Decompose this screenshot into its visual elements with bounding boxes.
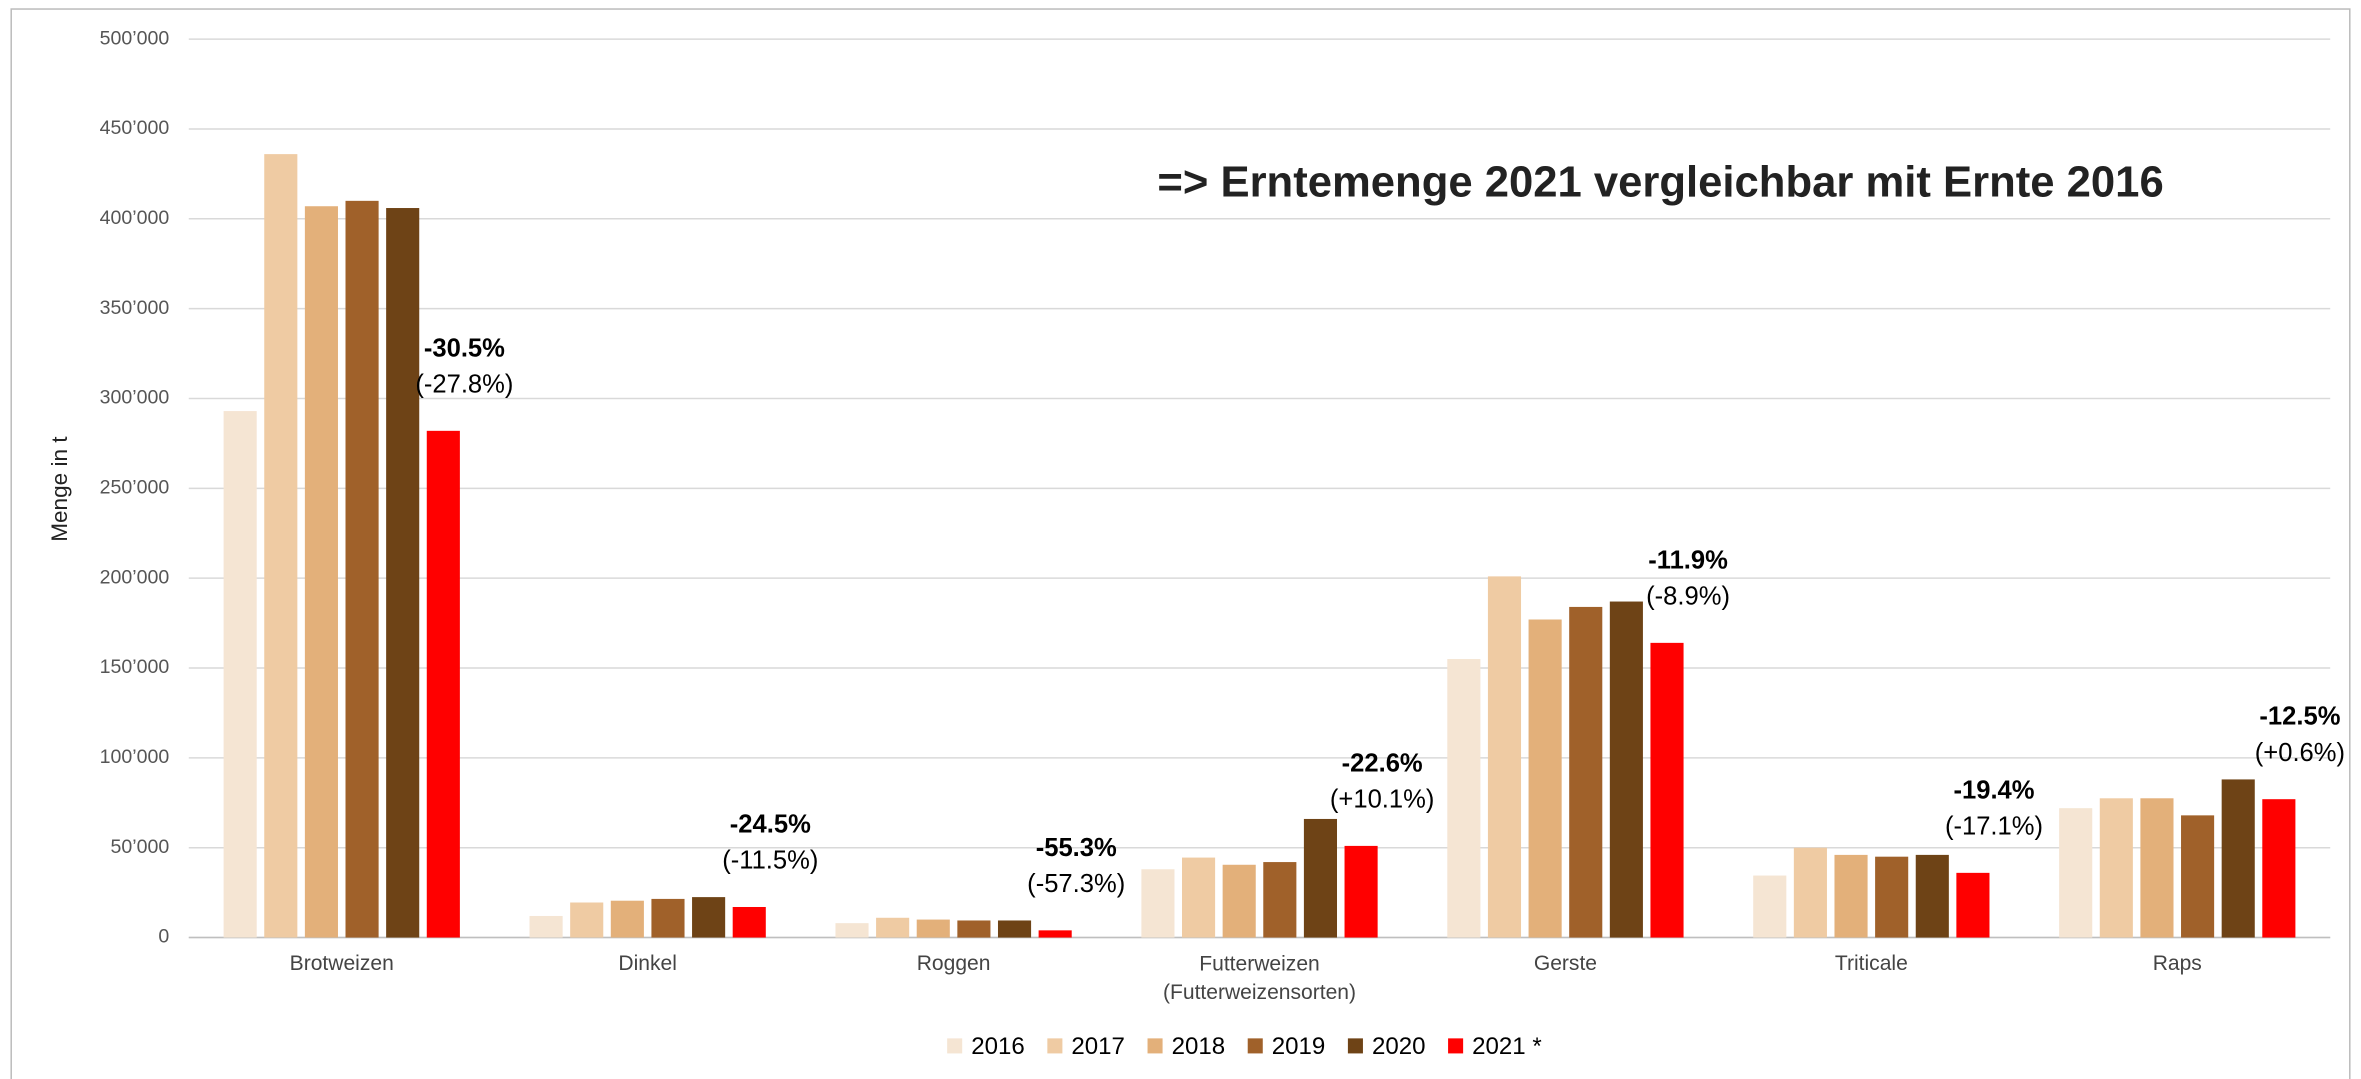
x-tick-label: Raps — [2153, 952, 2202, 975]
bar — [2059, 808, 2093, 938]
bar — [1609, 601, 1643, 938]
legend: 2016 2017 2018 2019 2020 2021 * — [947, 1033, 1542, 1060]
bar — [1487, 576, 1522, 938]
bar — [570, 902, 604, 938]
bar — [529, 915, 563, 938]
bar — [1875, 856, 1909, 938]
y-tick-label: 450’000 — [100, 117, 170, 139]
bar — [1263, 862, 1297, 938]
bar — [732, 906, 766, 938]
annotation-prior: (-27.8%) — [415, 370, 513, 398]
annotation-change: -55.3% — [1036, 834, 1117, 862]
bar — [1182, 857, 1216, 938]
chart-frame — [10, 8, 2351, 1079]
legend-swatch — [947, 1038, 963, 1054]
y-tick-label: 400’000 — [100, 207, 170, 229]
y-tick-label: 350’000 — [100, 297, 170, 319]
y-tick-label: 250’000 — [100, 477, 170, 499]
annotation-prior: (-17.1%) — [1945, 812, 2043, 840]
bar — [1303, 818, 1338, 938]
bar — [223, 411, 257, 938]
bar — [692, 897, 726, 938]
bar — [1834, 854, 1868, 938]
bar — [1447, 659, 1481, 938]
bar — [916, 919, 950, 938]
legend-swatch — [1047, 1038, 1063, 1054]
annotation-change: -19.4% — [1953, 776, 2034, 804]
bar — [1569, 606, 1603, 938]
x-tick-label: Brotweizen — [290, 952, 394, 975]
bar — [345, 200, 379, 938]
annotation-change: -30.5% — [424, 334, 505, 362]
bar — [835, 923, 869, 938]
bar — [1650, 642, 1684, 938]
legend-swatch — [1247, 1038, 1263, 1054]
legend-label: 2019 — [1272, 1033, 1326, 1060]
y-tick-label: 0 — [158, 926, 169, 948]
legend-swatch — [1147, 1038, 1163, 1054]
bar — [1344, 845, 1378, 938]
bar — [426, 430, 460, 938]
annotation-prior: (-57.3%) — [1027, 870, 1125, 898]
legend-label: 2017 — [1071, 1033, 1125, 1060]
legend-swatch — [1448, 1038, 1464, 1054]
bar — [304, 206, 338, 938]
y-tick-label: 100’000 — [100, 746, 170, 768]
bar — [957, 920, 991, 938]
x-tick-label: Roggen — [917, 952, 991, 975]
bar — [386, 208, 420, 938]
bar — [1956, 872, 1990, 938]
bar — [2262, 799, 2296, 938]
y-tick-label: 300’000 — [100, 387, 170, 409]
bar — [997, 920, 1032, 938]
annotation-prior: (-11.5%) — [722, 847, 818, 875]
bar — [2181, 815, 2215, 938]
y-tick-label: 50’000 — [111, 836, 170, 858]
annotation-prior: (+0.6%) — [2255, 739, 2345, 767]
y-tick-label: 150’000 — [100, 656, 170, 678]
legend-label: 2021 * — [1472, 1033, 1542, 1060]
bar — [1753, 875, 1787, 938]
x-tick-label: Dinkel — [618, 952, 677, 975]
annotation-prior: (+10.1%) — [1330, 786, 1434, 814]
x-tick-label: Gerste — [1534, 952, 1597, 975]
legend-swatch — [1347, 1038, 1363, 1054]
annotation-change: -22.6% — [1342, 749, 1423, 777]
bar — [1528, 619, 1562, 938]
bar — [1915, 854, 1949, 938]
y-axis-label: Menge in t — [47, 436, 72, 542]
annotation-change: -12.5% — [2259, 703, 2340, 731]
annotation-change: -24.5% — [730, 810, 811, 838]
bar — [1793, 847, 1827, 938]
bar — [2221, 779, 2255, 938]
bar — [651, 898, 685, 938]
annotation-change: -11.9% — [1648, 546, 1728, 574]
chart-title: => Erntemenge 2021 vergleichbar mit Ernt… — [1157, 158, 2163, 207]
bar — [1222, 864, 1256, 938]
bar — [2140, 798, 2174, 938]
bar — [2099, 798, 2133, 938]
y-tick-label: 200’000 — [100, 566, 170, 588]
bar — [876, 917, 910, 938]
annotation-prior: (-8.9%) — [1646, 582, 1730, 610]
bar — [1141, 869, 1175, 938]
y-tick-label: 500’000 — [100, 27, 170, 49]
x-tick-label: Futterweizen (Futterweizensorten) — [1163, 952, 1356, 1004]
bar — [1038, 930, 1072, 938]
x-tick-label: Triticale — [1835, 952, 1908, 975]
bar — [264, 154, 298, 938]
legend-label: 2018 — [1172, 1033, 1226, 1060]
legend-label: 2020 — [1372, 1033, 1426, 1060]
bar — [610, 900, 644, 938]
legend-label: 2016 — [971, 1033, 1025, 1060]
